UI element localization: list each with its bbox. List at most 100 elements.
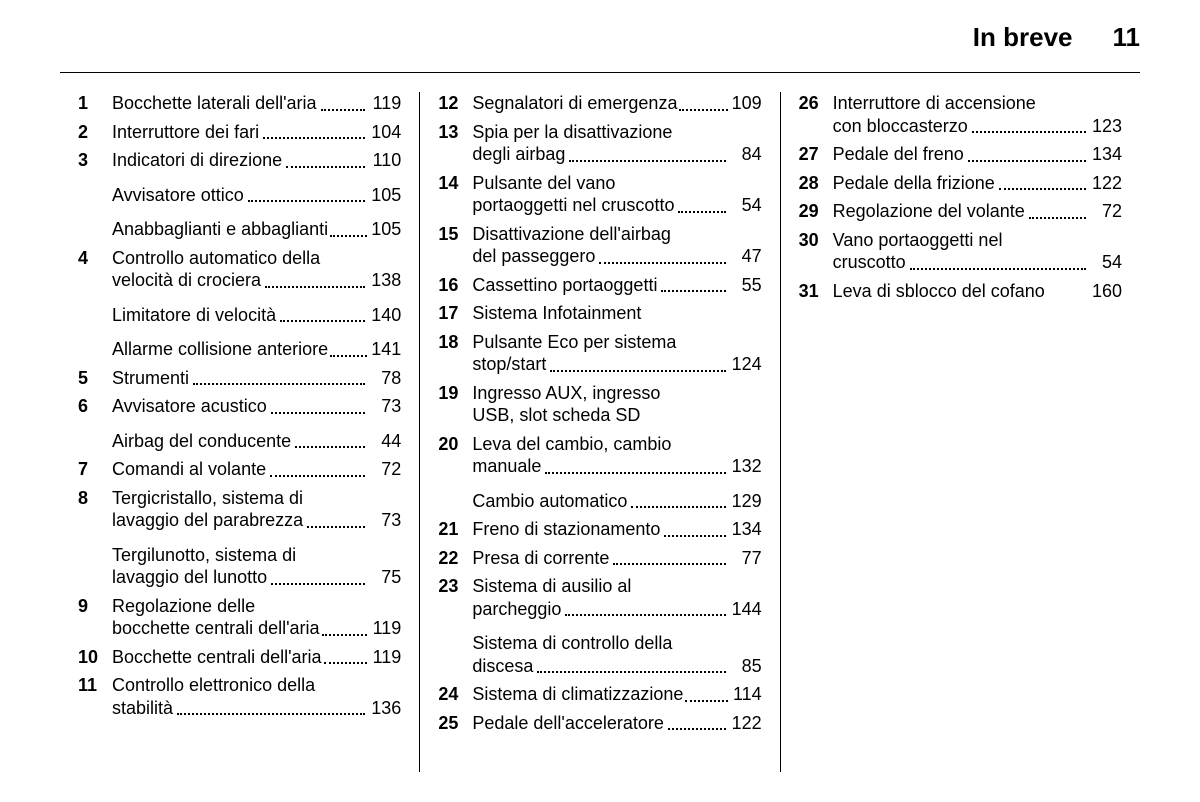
toc-entry-text: con bloccasterzo	[833, 115, 968, 138]
toc-entry-text: Cambio automatico	[472, 490, 627, 513]
toc-entry-text: Interruttore di accensione	[833, 92, 1036, 115]
toc-entry-body: Leva del cambio, cambiomanuale 132	[472, 433, 761, 478]
toc-entry-line: Airbag del conducente44	[112, 430, 401, 453]
toc-entry-page: 72	[369, 458, 401, 481]
toc-entry-number: 9	[78, 595, 112, 618]
toc-entry-number: 13	[438, 121, 472, 144]
toc-entry-line: Regolazione delle	[112, 595, 401, 618]
toc-entry: 4Controllo automatico dellavelocità di c…	[78, 247, 401, 292]
toc-entry-text: Tergicristallo, sistema di	[112, 487, 303, 510]
toc-leader-dots	[1029, 217, 1086, 219]
toc-entry-text: Avvisatore acustico	[112, 395, 267, 418]
toc-entry-body: Airbag del conducente44	[112, 430, 401, 453]
toc-entry-line: Ingresso AUX, ingresso	[472, 382, 761, 405]
toc-entry-body: Bocchette laterali dell'aria119	[112, 92, 401, 115]
toc-entry: Limitatore di velocità 140	[78, 304, 401, 327]
toc-entry-number: 27	[799, 143, 833, 166]
toc-leader-dots	[324, 662, 368, 664]
toc-entry-text: Limitatore di velocità	[112, 304, 276, 327]
toc-entry-text: Sistema di ausilio al	[472, 575, 631, 598]
toc-entry-body: Limitatore di velocità 140	[112, 304, 401, 327]
toc-entry-line: stabilità136	[112, 697, 401, 720]
toc-entry-text: lavaggio del parabrezza	[112, 509, 303, 532]
toc-leader-dots	[286, 166, 365, 168]
toc-entry-text: manuale	[472, 455, 541, 478]
toc-entry-text: Regolazione delle	[112, 595, 255, 618]
toc-entry-number: 8	[78, 487, 112, 510]
toc-entry-text: Leva di sblocco del cofano	[833, 280, 1045, 303]
toc-entry: 30Vano portaoggetti nelcruscotto54	[799, 229, 1122, 274]
toc-entry-line: Spia per la disattivazione	[472, 121, 761, 144]
toc-entry-body: Pedale del freno134	[833, 143, 1122, 166]
toc-leader-dots	[550, 370, 725, 372]
toc-entry: 7Comandi al volante72	[78, 458, 401, 481]
toc-entry-line: Controllo automatico della	[112, 247, 401, 270]
toc-entry-page: 129	[730, 490, 762, 513]
toc-entry-number: 10	[78, 646, 112, 669]
toc-leader-dots	[322, 634, 368, 636]
toc-entry-text: Presa di corrente	[472, 547, 609, 570]
toc-entry-text: Anabbaglianti e abbaglianti	[112, 218, 328, 241]
toc-entry-body: Tergilunotto, sistema dilavaggio del lun…	[112, 544, 401, 589]
toc-entry-body: Sistema Infotainment	[472, 302, 761, 325]
toc-entry: 28Pedale della frizione122	[799, 172, 1122, 195]
toc-entry-line: discesa85	[472, 655, 761, 678]
toc-entry-line: Comandi al volante72	[112, 458, 401, 481]
toc-entry-number: 23	[438, 575, 472, 598]
toc-leader-dots	[263, 137, 365, 139]
toc-entry-line: Segnalatori di emergenza109	[472, 92, 761, 115]
toc-entry: 29Regolazione del volante72	[799, 200, 1122, 223]
toc-leader-dots	[271, 412, 366, 414]
toc-entry-text: degli airbag	[472, 143, 565, 166]
toc-entry-line: Pedale della frizione122	[833, 172, 1122, 195]
toc-entry-page: 160	[1090, 280, 1122, 303]
toc-entry-page: 77	[730, 547, 762, 570]
toc-entry-number: 16	[438, 274, 472, 297]
toc-entry-number: 21	[438, 518, 472, 541]
toc-entry-line: cruscotto54	[833, 251, 1122, 274]
toc-entry-number: 15	[438, 223, 472, 246]
toc-entry-text: portaoggetti nel cruscotto	[472, 194, 674, 217]
toc-entry-page: 123	[1090, 115, 1122, 138]
toc-entry-body: Interruttore dei fari104	[112, 121, 401, 144]
toc-leader-dots	[177, 713, 365, 715]
toc-entry-page: 124	[730, 353, 762, 376]
toc-entry-text: Leva del cambio, cambio	[472, 433, 671, 456]
toc-entry-body: Pulsante del vanoportaoggetti nel crusco…	[472, 172, 761, 217]
toc-entry-text: velocità di crociera	[112, 269, 261, 292]
toc-entry-number: 18	[438, 331, 472, 354]
toc-leader-dots	[280, 320, 365, 322]
toc-leader-dots	[972, 131, 1086, 133]
toc-entry-body: Leva di sblocco del cofano 160	[833, 280, 1122, 303]
toc-entry-body: Ingresso AUX, ingressoUSB, slot scheda S…	[472, 382, 761, 427]
toc-entry-number: 28	[799, 172, 833, 195]
toc-entry: 21Freno di stazionamento134	[438, 518, 761, 541]
toc-entry: Airbag del conducente44	[78, 430, 401, 453]
toc-entry-body: Comandi al volante72	[112, 458, 401, 481]
toc-leader-dots	[678, 211, 725, 213]
toc-entry-body: Spia per la disattivazionedegli airbag84	[472, 121, 761, 166]
toc-entry-page: 132	[730, 455, 762, 478]
toc-entry-text: Controllo automatico della	[112, 247, 320, 270]
toc-columns: 1Bocchette laterali dell'aria1192Interru…	[60, 92, 1140, 772]
toc-entry-line: Sistema di ausilio al	[472, 575, 761, 598]
toc-entry-line: Bocchette laterali dell'aria119	[112, 92, 401, 115]
toc-entry: 5Strumenti78	[78, 367, 401, 390]
toc-entry: 3Indicatori di direzione110	[78, 149, 401, 172]
toc-entry-page: 136	[369, 697, 401, 720]
toc-entry-body: Controllo automatico dellavelocità di cr…	[112, 247, 401, 292]
toc-entry-text: discesa	[472, 655, 533, 678]
toc-entry-number: 2	[78, 121, 112, 144]
toc-entry-line: USB, slot scheda SD	[472, 404, 761, 427]
toc-entry-line: Allarme collisione anteriore141	[112, 338, 401, 361]
toc-entry-line: Leva di sblocco del cofano 160	[833, 280, 1122, 303]
toc-entry-line: portaoggetti nel cruscotto54	[472, 194, 761, 217]
toc-entry-text: Avvisatore ottico	[112, 184, 244, 207]
toc-entry-body: Disattivazione dell'airbagdel passeggero…	[472, 223, 761, 268]
toc-entry-text: Indicatori di direzione	[112, 149, 282, 172]
toc-leader-dots	[193, 383, 365, 385]
toc-entry-text: Sistema di controllo della	[472, 632, 672, 655]
toc-entry-text: Bocchette centrali dell'aria	[112, 646, 322, 669]
toc-entry-text: Freno di stazionamento	[472, 518, 660, 541]
toc-entry-page: 140	[369, 304, 401, 327]
